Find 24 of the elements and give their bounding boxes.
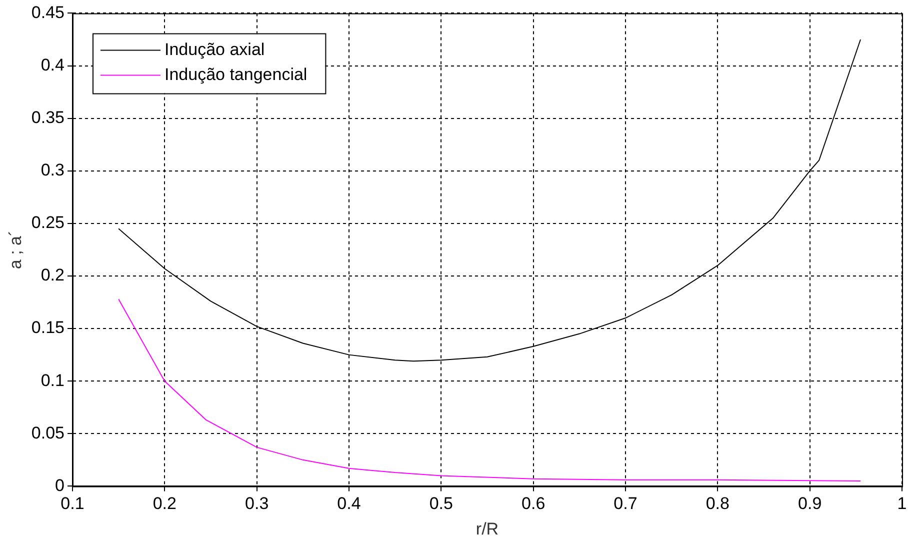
x-tick-label: 0.6 <box>522 494 546 514</box>
y-tick-label: 0.15 <box>31 318 64 338</box>
x-axis-title: r/R <box>476 519 499 538</box>
x-tick-label: 0.9 <box>798 494 822 514</box>
x-tick-label: 0.5 <box>429 494 453 514</box>
legend-label: Indução axial <box>164 40 265 59</box>
y-axis-title: a ; a´ <box>6 230 25 270</box>
x-tick-label: 0.8 <box>706 494 730 514</box>
x-tick-label: 0.1 <box>60 494 84 514</box>
y-tick-label: 0.1 <box>40 370 64 390</box>
y-tick-label: 0.3 <box>40 160 64 180</box>
x-tick-label: 0.7 <box>614 494 638 514</box>
y-tick-label: 0.35 <box>31 108 64 127</box>
y-tick-label: 0.2 <box>40 266 64 285</box>
y-tick-label: 0.45 <box>31 2 64 22</box>
y-tick-label: 0.05 <box>31 423 64 442</box>
y-tick-label: 0.4 <box>40 55 64 74</box>
x-tick-label: 0.2 <box>152 494 176 514</box>
x-tick-label: 1 <box>897 494 907 514</box>
legend-label: Indução tangencial <box>164 64 308 84</box>
y-tick-label: 0 <box>55 476 64 495</box>
x-tick-label: 0.3 <box>245 494 269 514</box>
y-tick-label: 0.25 <box>31 213 64 232</box>
x-tick-label: 0.4 <box>337 494 361 514</box>
